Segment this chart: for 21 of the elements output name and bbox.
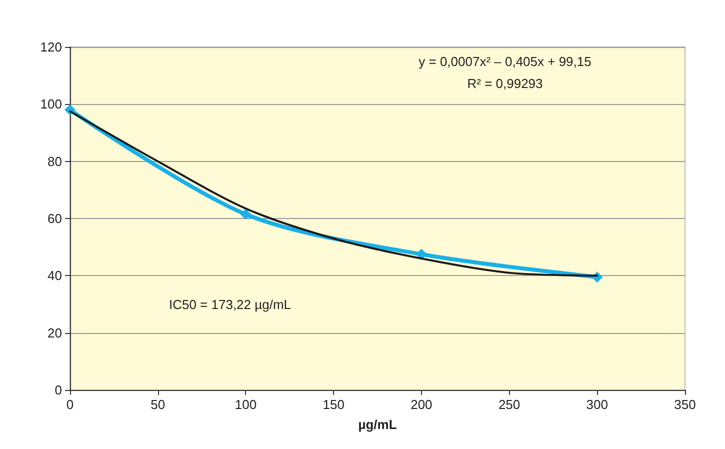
x-tick-label: 200 bbox=[410, 397, 432, 412]
x-tick-label: 300 bbox=[586, 397, 608, 412]
x-tick-label: 350 bbox=[674, 397, 696, 412]
annotation: y = 0,0007x² – 0,405x + 99,15 bbox=[418, 54, 592, 69]
y-tick-label: 100 bbox=[40, 96, 62, 112]
y-tick-label: 20 bbox=[48, 325, 62, 340]
x-axis-title: µg/mL bbox=[358, 417, 397, 432]
x-tick-label: 0 bbox=[66, 397, 74, 412]
x-tick-label: 150 bbox=[322, 397, 344, 412]
x-tick-label: 50 bbox=[150, 397, 166, 412]
x-tick-label: 100 bbox=[234, 397, 257, 412]
x-tick-label: 250 bbox=[498, 397, 520, 412]
annotation: IC50 = 173,22 µg/mL bbox=[168, 297, 292, 312]
point bbox=[416, 248, 427, 260]
point bbox=[240, 208, 252, 220]
y-tick-label: 80 bbox=[48, 154, 62, 169]
y-tick-label: 0 bbox=[54, 382, 62, 398]
y-tick-label: 60 bbox=[48, 211, 62, 226]
y-tick-label: 40 bbox=[48, 268, 62, 284]
y-tick-label: 120 bbox=[40, 40, 62, 54]
annotation: R² = 0,99293 bbox=[467, 76, 543, 91]
